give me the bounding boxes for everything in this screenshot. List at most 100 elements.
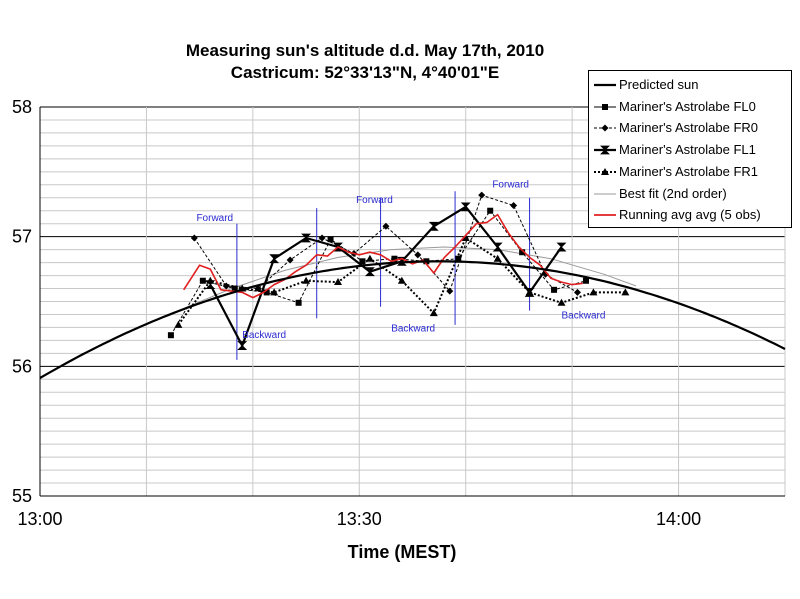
series-line bbox=[183, 213, 583, 299]
data-point bbox=[602, 103, 608, 110]
y-tick-label: 55 bbox=[12, 486, 32, 506]
legend-swatch bbox=[594, 214, 616, 217]
data-point bbox=[519, 249, 526, 256]
axes bbox=[39, 107, 785, 497]
data-point bbox=[364, 267, 375, 277]
x-axis-label: Time (MEST) bbox=[348, 542, 457, 562]
data-point bbox=[302, 276, 311, 284]
chart-title-line2: Castricum: 52°33'13"N, 4°40'01"E bbox=[230, 63, 500, 82]
data-point bbox=[551, 286, 558, 293]
legend-swatch bbox=[594, 145, 616, 155]
series-best-fit-2nd-order- bbox=[178, 246, 637, 312]
data-point bbox=[334, 278, 342, 286]
tick-labels: 55 56 57 58 13:00 13:30 14:00 bbox=[12, 97, 701, 529]
legend-label: Predicted sun bbox=[619, 77, 699, 92]
data-point bbox=[365, 254, 374, 262]
data-point bbox=[461, 233, 470, 241]
legend-item: Running avg avg (5 obs) bbox=[589, 205, 793, 225]
data-point bbox=[556, 242, 567, 252]
legend-label: Mariner's Astrolabe FL0 bbox=[619, 98, 756, 114]
y-tick-label: 56 bbox=[12, 356, 32, 376]
x-tick-label: 13:00 bbox=[17, 509, 62, 529]
legend-label: Running avg avg (5 obs) bbox=[619, 207, 761, 223]
data-point bbox=[601, 124, 609, 132]
annotations: Forward Backward Forward Backward Forward Bac… bbox=[196, 179, 605, 340]
series-predicted-sun bbox=[39, 260, 786, 379]
data-point bbox=[199, 277, 206, 284]
legend-label: Mariner's Astrolabe FR0 bbox=[619, 120, 759, 136]
data-point bbox=[428, 221, 439, 231]
series-line bbox=[177, 237, 626, 326]
x-tick-label: 14:00 bbox=[656, 509, 701, 529]
legend-swatch bbox=[594, 193, 616, 194]
legend-item: Mariner's Astrolabe FL0 bbox=[589, 97, 793, 117]
legend-item: Predicted sun bbox=[589, 75, 793, 95]
legend-item: Mariner's Astrolabe FR0 bbox=[589, 118, 793, 138]
data-point bbox=[174, 320, 183, 328]
data-point bbox=[460, 202, 471, 212]
data-point bbox=[557, 298, 566, 306]
data-point bbox=[359, 258, 366, 265]
legend-item: Mariner's Astrolabe FR1 bbox=[589, 162, 793, 182]
data-point bbox=[270, 288, 279, 296]
series-mariner-s-astrolabe-fl1 bbox=[205, 202, 567, 350]
chart-title: Measuring sun's altitude d.d. May 17th, … bbox=[0, 40, 730, 84]
x-tick-label: 13:30 bbox=[337, 509, 382, 529]
data-point bbox=[446, 287, 454, 295]
legend: Predicted sun Mariner's Astrolabe FL0 Mari… bbox=[588, 70, 792, 228]
data-point bbox=[510, 202, 518, 210]
data-point bbox=[301, 233, 312, 243]
legend-swatch bbox=[594, 167, 616, 175]
data-point bbox=[286, 256, 294, 264]
annotation-forward: Forward bbox=[196, 213, 233, 224]
data-point bbox=[190, 234, 198, 242]
series-running-avg-avg-5-obs- bbox=[183, 213, 583, 299]
data-point bbox=[167, 332, 174, 339]
legend-label: Mariner's Astrolabe FR1 bbox=[619, 163, 759, 179]
series-line bbox=[178, 246, 637, 312]
annotation-backward: Backward bbox=[242, 330, 286, 341]
data-point bbox=[524, 288, 535, 297]
legend-item: Mariner's Astrolabe FL1 bbox=[589, 140, 793, 160]
series-mariner-s-astrolabe-fr1 bbox=[174, 233, 630, 328]
legend-swatch bbox=[594, 103, 616, 110]
legend-label: Mariner's Astrolabe FL1 bbox=[619, 142, 756, 158]
annotation-backward: Backward bbox=[391, 323, 435, 334]
annotation-forward: Forward bbox=[356, 195, 393, 206]
data-point bbox=[382, 222, 390, 230]
data-point bbox=[589, 288, 598, 296]
data-point bbox=[391, 255, 398, 262]
data-point bbox=[455, 255, 462, 262]
series-line bbox=[39, 260, 786, 379]
y-tick-label: 57 bbox=[12, 227, 32, 247]
data-point bbox=[621, 288, 630, 296]
legend-label: Best fit (2nd order) bbox=[619, 185, 727, 201]
legend-item: Best fit (2nd order) bbox=[589, 184, 793, 204]
data-point bbox=[263, 289, 270, 296]
legend-swatch bbox=[594, 83, 616, 87]
data-point bbox=[397, 276, 406, 284]
data-point bbox=[414, 251, 422, 259]
data-point bbox=[429, 309, 438, 317]
data-point bbox=[493, 254, 502, 262]
annotation-forward: Forward bbox=[492, 179, 529, 190]
data-point bbox=[601, 167, 609, 175]
y-tick-label: 58 bbox=[12, 97, 32, 117]
data-point bbox=[492, 242, 503, 252]
data-point bbox=[327, 236, 334, 243]
data-point bbox=[487, 207, 494, 214]
data-point bbox=[295, 299, 302, 306]
annotation-backward: Backward bbox=[562, 310, 606, 321]
data-point bbox=[205, 280, 216, 290]
series-line bbox=[209, 205, 563, 347]
chart-title-line1: Measuring sun's altitude d.d. May 17th, … bbox=[185, 41, 545, 60]
data-point bbox=[573, 288, 581, 296]
data-point bbox=[600, 145, 610, 155]
data-point bbox=[269, 254, 280, 264]
data-point bbox=[582, 277, 589, 284]
data-point bbox=[318, 234, 326, 242]
series-group bbox=[39, 191, 786, 379]
data-point bbox=[231, 285, 238, 292]
legend-swatch bbox=[594, 124, 616, 132]
data-point bbox=[478, 191, 486, 199]
